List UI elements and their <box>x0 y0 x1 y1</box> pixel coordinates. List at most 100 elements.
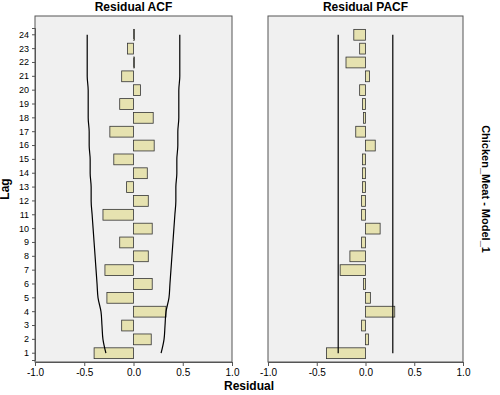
panel: -1.0 -0.5 0.0 0.5 1.0 Residual PACF Chicken_Me… <box>260 0 492 378</box>
y-tick: 8 <box>24 251 35 261</box>
y-tick: 11 <box>20 210 35 220</box>
bar <box>120 99 134 110</box>
y-tick-mark <box>32 117 35 118</box>
bar <box>340 265 365 276</box>
bar <box>127 182 134 193</box>
chart-title: Residual PACF <box>323 0 408 14</box>
lower-confidence-limit <box>338 35 339 353</box>
y-axis: 123456789101112131415161718192021222324 <box>19 29 36 361</box>
y-tick: 3 <box>24 320 35 330</box>
x-tick-mark <box>84 362 85 366</box>
y-tick-mark <box>32 325 35 326</box>
bar <box>363 168 366 179</box>
y-tick-mark <box>32 90 35 91</box>
bar <box>366 334 369 345</box>
y-axis-title: Lag <box>0 178 12 199</box>
y-tick: 12 <box>19 196 35 206</box>
y-tick-mark <box>32 173 35 174</box>
bar <box>366 140 376 151</box>
y-axis-line <box>32 29 36 361</box>
bar <box>363 154 366 165</box>
bar <box>134 85 141 96</box>
y-tick-mark <box>32 339 35 340</box>
y-tick: 2 <box>24 334 35 344</box>
y-tick-mark <box>32 214 35 215</box>
x-tick-mark <box>463 362 464 366</box>
y-tick-label: 17 <box>19 127 29 137</box>
y-tick: 23 <box>19 44 35 54</box>
bar <box>364 279 366 290</box>
panel: -1.0-0.50.00.51.012345678910111213141516… <box>0 0 274 393</box>
y-tick-label: 13 <box>19 182 29 192</box>
bar <box>134 251 149 262</box>
lower-confidence-limit <box>87 35 106 353</box>
x-tick: 0.5 <box>176 362 190 378</box>
x-tick-mark <box>366 362 367 366</box>
x-tick-mark <box>183 362 184 366</box>
x-tick-mark <box>134 362 135 366</box>
y-tick-label: 18 <box>19 113 29 123</box>
y-tick-label: 4 <box>24 307 29 317</box>
y-tick: 5 <box>24 293 35 303</box>
y-tick-label: 23 <box>19 44 29 54</box>
bar <box>134 112 154 123</box>
bar <box>360 85 366 96</box>
bar <box>110 126 134 137</box>
y-tick-mark <box>32 242 35 243</box>
bar <box>350 251 366 262</box>
x-tick-label: -1.0 <box>27 367 45 378</box>
x-axis-title: Residual <box>224 379 274 393</box>
y-tick-label: 22 <box>19 57 29 67</box>
y-tick-label: 20 <box>19 85 29 95</box>
x-tick: 1.0 <box>226 362 240 378</box>
bar <box>134 196 149 207</box>
x-tick-label: 0.5 <box>408 367 422 378</box>
y-tick-label: 15 <box>19 154 29 164</box>
bar <box>134 140 155 151</box>
y-tick-label: 8 <box>24 251 29 261</box>
y-tick: 20 <box>19 85 35 95</box>
y-tick-mark <box>32 48 35 49</box>
y-tick-label: 6 <box>24 279 29 289</box>
plot-frame <box>268 16 463 362</box>
y-tick-label: 24 <box>19 30 29 40</box>
chart-title: Residual ACF <box>95 0 173 14</box>
x-tick-label: 0.0 <box>359 367 373 378</box>
x-tick: -1.0 <box>260 362 278 378</box>
facet-label: Chicken_Meat - Model_1 <box>480 125 492 253</box>
y-tick-label: 19 <box>19 99 29 109</box>
y-tick: 24 <box>19 30 35 40</box>
x-tick: 0.0 <box>359 362 373 378</box>
bar <box>122 71 134 82</box>
y-tick-label: 12 <box>19 196 29 206</box>
y-tick: 17 <box>19 127 35 137</box>
y-tick-mark <box>32 34 35 35</box>
y-tick: 21 <box>19 71 35 81</box>
figure: -1.0-0.50.00.51.012345678910111213141516… <box>0 0 500 395</box>
bar <box>363 99 366 110</box>
y-tick: 16 <box>19 140 35 150</box>
bar <box>366 306 395 317</box>
y-tick-label: 14 <box>19 168 29 178</box>
y-tick: 4 <box>24 307 35 317</box>
x-axis-line <box>269 363 464 367</box>
x-tick-mark <box>414 362 415 366</box>
bar <box>107 292 134 303</box>
y-tick-mark <box>32 159 35 160</box>
y-tick-mark <box>32 311 35 312</box>
x-tick: 1.0 <box>457 362 471 378</box>
x-tick-label: -0.5 <box>309 367 327 378</box>
plot-frame <box>35 16 232 362</box>
x-tick: -0.5 <box>76 362 94 378</box>
bar <box>105 265 134 276</box>
x-tick-label: 0.0 <box>127 367 141 378</box>
y-tick-mark <box>32 62 35 63</box>
y-tick: 10 <box>19 223 35 233</box>
y-tick: 19 <box>19 99 35 109</box>
marks <box>327 29 395 358</box>
y-tick-mark <box>32 256 35 257</box>
y-tick: 22 <box>19 57 35 67</box>
x-axis: -1.0 -0.5 0.0 0.5 1.0 <box>27 362 240 378</box>
bar <box>120 237 134 248</box>
bar <box>134 168 148 179</box>
